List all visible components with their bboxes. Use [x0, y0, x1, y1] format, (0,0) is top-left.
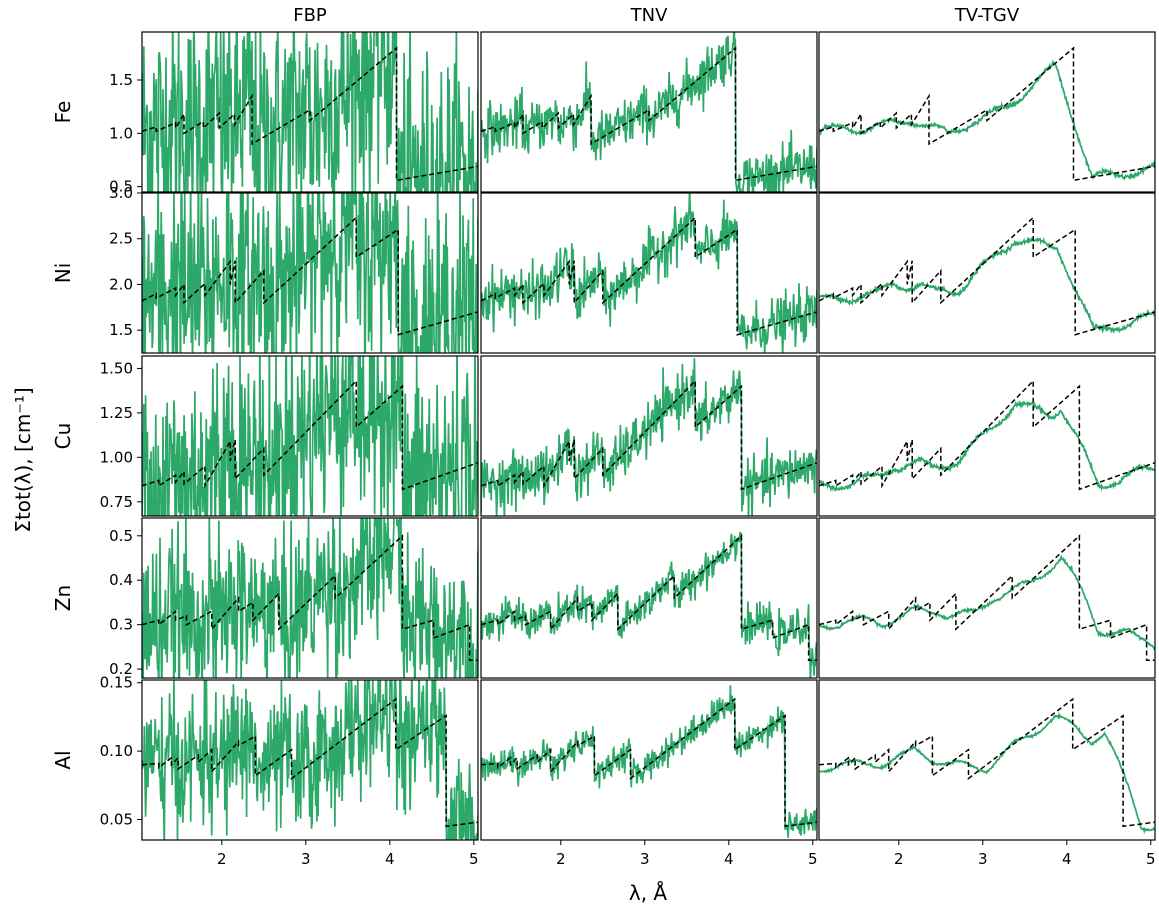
reconstruction-line — [819, 554, 1155, 651]
y-tick-label: 1.5 — [109, 321, 133, 339]
reconstruction-line — [142, 193, 478, 353]
y-tick-label: 2.5 — [109, 230, 133, 248]
panel-ni-tv-tgv — [818, 192, 1156, 354]
panel-fe-tnv — [480, 31, 818, 193]
panel-fe-tv-tgv — [818, 31, 1156, 193]
panel-frame — [480, 31, 818, 193]
reference-line — [142, 534, 478, 661]
reconstruction-line — [819, 236, 1155, 334]
y-tick-label: 3.0 — [109, 184, 133, 202]
reference-line — [819, 46, 1155, 182]
reconstruction-line — [481, 32, 817, 192]
reference-line — [142, 215, 478, 336]
reference-line — [819, 697, 1155, 828]
x-tick-label: 4 — [385, 850, 395, 868]
reference-line — [142, 46, 478, 182]
reference-line — [819, 379, 1155, 491]
y-tick-label: 0.5 — [109, 178, 133, 196]
y-tick-label: 0.4 — [109, 571, 133, 589]
panel-frame — [818, 517, 1156, 679]
panel-ni-fbp: 1.5 2.0 2.5 3.0 — [109, 184, 479, 354]
panel-frame — [818, 31, 1156, 193]
panel-frame — [818, 355, 1156, 517]
panel-cu-fbp: 0.75 1.00 1.25 1.50 — [100, 355, 479, 517]
panel-zn-fbp: 0.2 0.3 0.4 0.5 — [109, 517, 479, 679]
reference-line — [142, 697, 478, 828]
column-title-fbp: FBP — [293, 5, 327, 26]
panel-cu-tnv — [480, 355, 818, 517]
y-tick-label: 1.25 — [100, 404, 133, 422]
reference-line — [481, 379, 817, 491]
panel-cu-tv-tgv — [818, 355, 1156, 517]
x-tick-label: 5 — [1146, 850, 1156, 868]
row-label-ni: Ni — [51, 263, 75, 284]
panel-al-tv-tgv: 2 3 4 5 — [818, 679, 1156, 868]
reconstruction-line — [142, 518, 478, 678]
row-label-al: Al — [51, 750, 75, 769]
panel-frame — [480, 517, 818, 679]
row-label-fe: Fe — [51, 101, 75, 124]
y-tick-label: 1.0 — [109, 124, 133, 142]
x-axis-label: λ, Å — [629, 881, 668, 905]
row-label-cu: Cu — [51, 423, 75, 450]
y-tick-label: 0.15 — [100, 674, 133, 692]
reference-line — [481, 697, 817, 828]
x-tick-label: 2 — [556, 850, 566, 868]
reconstruction-line — [481, 685, 817, 838]
reconstruction-line — [142, 680, 478, 840]
x-tick-label: 4 — [724, 850, 734, 868]
panel-frame — [480, 679, 818, 841]
column-title-tv-tgv: TV-TGV — [954, 5, 1020, 26]
y-tick-label: 2.0 — [109, 275, 133, 293]
x-tick-label: 3 — [301, 850, 311, 868]
y-tick-label: 0.10 — [100, 742, 133, 760]
row-label-zn: Zn — [51, 585, 75, 611]
panel-frame — [141, 192, 479, 354]
panel-al-fbp: 0.05 0.10 0.15 2 3 4 5 — [100, 674, 479, 868]
panel-frame — [141, 355, 479, 517]
x-tick-label: 3 — [978, 850, 988, 868]
panel-frame — [480, 355, 818, 517]
panel-frame — [818, 192, 1156, 354]
reference-line — [819, 215, 1155, 336]
y-tick-label: 0.75 — [100, 493, 133, 511]
x-tick-label: 5 — [808, 850, 818, 868]
y-tick-label: 0.05 — [100, 810, 133, 828]
y-tick-label: 0.3 — [109, 616, 133, 634]
y-tick-label: 1.5 — [109, 71, 133, 89]
panel-fe-fbp: 0.5 1.0 1.5 — [109, 31, 479, 196]
reconstruction-line — [142, 356, 478, 516]
y-tick-label: 1.00 — [100, 448, 133, 466]
reconstruction-line — [481, 358, 817, 516]
x-tick-label: 3 — [640, 850, 650, 868]
panel-frame — [141, 517, 479, 679]
reference-line — [819, 534, 1155, 661]
panel-frame — [141, 679, 479, 841]
x-tick-label: 5 — [469, 850, 479, 868]
y-tick-label: 0.5 — [109, 527, 133, 545]
x-tick-label: 2 — [217, 850, 227, 868]
reconstruction-line — [481, 531, 817, 678]
panel-frame — [480, 192, 818, 354]
column-title-tnv: TNV — [630, 5, 668, 26]
x-tick-label: 4 — [1062, 850, 1072, 868]
reference-line — [142, 379, 478, 491]
y-tick-label: 0.2 — [109, 660, 133, 678]
panel-ni-tnv — [480, 192, 818, 354]
panel-zn-tv-tgv — [818, 517, 1156, 679]
panel-al-tnv: 2 3 4 5 — [480, 679, 818, 868]
panel-zn-tnv — [480, 517, 818, 679]
y-axis-label: Σtot(λ), [cm⁻¹] — [11, 387, 35, 532]
panel-frame — [141, 31, 479, 193]
reconstruction-line — [819, 711, 1155, 835]
panel-frame — [818, 679, 1156, 841]
reference-line — [481, 46, 817, 182]
reference-line — [481, 215, 817, 336]
reconstruction-line — [819, 399, 1155, 493]
reference-line — [481, 534, 817, 661]
reconstruction-line — [481, 193, 817, 353]
x-tick-label: 2 — [894, 850, 904, 868]
y-tick-label: 1.50 — [100, 359, 133, 377]
